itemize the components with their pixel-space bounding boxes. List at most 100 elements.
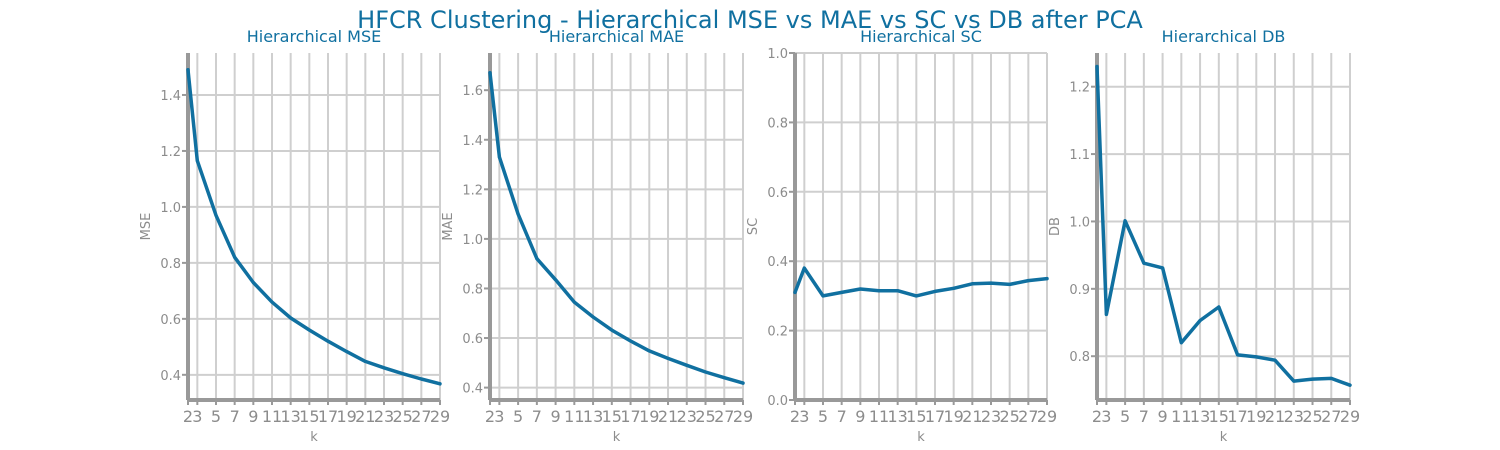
y-axis-label: SC (746, 218, 761, 235)
x-tick-label: 13 (1190, 407, 1210, 426)
x-axis-label: k (613, 430, 621, 445)
x-axis-label: k (310, 430, 318, 445)
panel-title: Hierarchical MAE (549, 27, 684, 46)
x-tick-label: 17 (318, 407, 338, 426)
data-point (793, 290, 797, 294)
x-tick-label: 25 (999, 407, 1019, 426)
y-tick-label: 0.9 (1069, 283, 1090, 298)
y-tick-label: 1.2 (160, 145, 181, 160)
x-tick-label: 7 (532, 407, 542, 426)
data-point (666, 356, 670, 360)
data-point (802, 266, 806, 270)
x-axis-label: k (1220, 430, 1228, 445)
x-tick-label: 23 (1284, 407, 1304, 426)
data-point (704, 370, 708, 374)
x-tick-label: 2 (790, 407, 800, 426)
y-axis-label: DB (1048, 217, 1063, 236)
data-point (1026, 279, 1030, 283)
y-tick-label: 0.0 (767, 394, 788, 409)
x-tick-label: 29 (1340, 407, 1360, 426)
x-tick-label: 17 (925, 407, 945, 426)
data-point (233, 255, 237, 259)
x-tick-label: 13 (280, 407, 300, 426)
panel-3: 0.00.20.40.60.81.02 3 5 7 9 11131517192123252… (746, 27, 1057, 445)
data-point (970, 282, 974, 286)
x-tick-label: 19 (1246, 407, 1266, 426)
y-tick-label: 0.4 (767, 255, 788, 270)
x-tick-label: 19 (336, 407, 356, 426)
data-point (858, 287, 862, 291)
data-point (877, 289, 881, 293)
x-tick-label: 21 (962, 407, 982, 426)
data-point (933, 289, 937, 293)
y-tick-label: 1.2 (462, 183, 483, 198)
y-tick-label: 1.0 (767, 47, 788, 62)
x-tick-label: 9 (855, 407, 865, 426)
data-point (629, 339, 633, 343)
data-point (497, 155, 501, 159)
x-tick-label: 13 (887, 407, 907, 426)
panel-title: Hierarchical DB (1162, 27, 1286, 46)
x-tick-label: 19 (639, 407, 659, 426)
x-tick-label: 21 (1265, 407, 1285, 426)
x-tick-label: 3 (192, 407, 202, 426)
x-tick-label: 11 (1171, 407, 1191, 426)
data-point (1161, 266, 1165, 270)
data-point (914, 294, 918, 298)
data-point (1329, 376, 1333, 380)
x-tick-label: 7 (1139, 407, 1149, 426)
data-point (647, 349, 651, 353)
panel-title: Hierarchical SC (860, 27, 982, 46)
data-point (1045, 277, 1049, 281)
data-point (307, 328, 311, 332)
y-tick-label: 1.1 (1069, 148, 1090, 163)
data-point (554, 278, 558, 282)
data-point (419, 377, 423, 381)
x-tick-label: 3 (1101, 407, 1111, 426)
y-tick-label: 1.4 (160, 89, 181, 104)
panels: 0.40.60.81.01.21.42 3 5 7 9 11131517192123252… (139, 27, 1360, 445)
y-tick-label: 0.6 (767, 186, 788, 201)
data-point (345, 350, 349, 354)
data-point (572, 300, 576, 304)
x-tick-label: 13 (583, 407, 603, 426)
data-point (1292, 379, 1296, 383)
x-tick-label: 27 (1321, 407, 1341, 426)
x-tick-label: 27 (411, 407, 431, 426)
data-point (610, 328, 614, 332)
data-point (1217, 305, 1221, 309)
y-axis-label: MSE (139, 213, 154, 241)
y-tick-label: 0.8 (1069, 350, 1090, 365)
y-tick-label: 0.8 (767, 116, 788, 131)
panel-4: 0.80.91.01.11.22 3 5 7 9 11131517192123252729… (1048, 27, 1360, 445)
y-tick-label: 1.2 (1069, 81, 1090, 96)
data-point (1348, 383, 1352, 387)
data-point (840, 290, 844, 294)
y-tick-label: 0.2 (767, 325, 788, 340)
x-tick-label: 2 (183, 407, 193, 426)
x-tick-label: 7 (230, 407, 240, 426)
y-tick-label: 0.8 (462, 282, 483, 297)
x-tick-label: 23 (677, 407, 697, 426)
data-point (516, 212, 520, 216)
x-tick-label: 9 (550, 407, 560, 426)
x-tick-label: 9 (1157, 407, 1167, 426)
panel-2: 0.40.60.81.01.21.41.62 3 5 7 9 11131517192123… (441, 27, 753, 445)
x-tick-label: 23 (981, 407, 1001, 426)
x-tick-label: 15 (1209, 407, 1229, 426)
data-point (952, 286, 956, 290)
x-tick-label: 17 (1227, 407, 1247, 426)
x-tick-label: 29 (1037, 407, 1057, 426)
data-point (989, 281, 993, 285)
data-point (896, 289, 900, 293)
y-tick-label: 1.0 (160, 201, 181, 216)
data-point (1198, 318, 1202, 322)
x-tick-label: 9 (248, 407, 258, 426)
data-point (251, 280, 255, 284)
data-point (270, 300, 274, 304)
x-tick-label: 17 (620, 407, 640, 426)
data-point (1142, 261, 1146, 265)
x-tick-label: 11 (262, 407, 282, 426)
x-tick-label: 5 (513, 407, 523, 426)
